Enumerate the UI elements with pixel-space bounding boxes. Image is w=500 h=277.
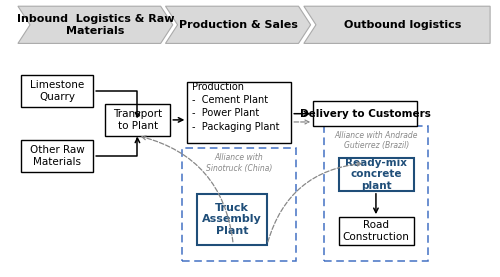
Bar — [338, 217, 413, 245]
Polygon shape — [18, 6, 172, 43]
Text: Production & Sales: Production & Sales — [178, 20, 298, 30]
Text: Alliance with
Sinotruck (China): Alliance with Sinotruck (China) — [206, 153, 272, 173]
Bar — [313, 101, 417, 126]
Text: Production
-  Cement Plant
-  Power Plant
-  Packaging Plant: Production - Cement Plant - Power Plant … — [192, 82, 280, 132]
Bar — [324, 126, 428, 261]
Text: Inbound  Logistics & Raw
Materials: Inbound Logistics & Raw Materials — [16, 14, 174, 36]
Polygon shape — [304, 6, 490, 43]
Text: Transport
to Plant: Transport to Plant — [113, 109, 162, 131]
Text: Truck
Assembly
Plant: Truck Assembly Plant — [202, 202, 262, 236]
Bar — [22, 140, 93, 171]
Text: Limestone
Quarry: Limestone Quarry — [30, 80, 84, 102]
Bar — [182, 148, 296, 261]
Bar — [188, 82, 292, 143]
Bar — [197, 194, 267, 245]
Bar — [105, 104, 170, 136]
Bar — [338, 158, 413, 191]
Text: Ready-mix
concrete
plant: Ready-mix concrete plant — [345, 158, 407, 191]
Bar — [22, 75, 93, 107]
Text: Delivery to Customers: Delivery to Customers — [300, 109, 430, 119]
Text: Other Raw
Materials: Other Raw Materials — [30, 145, 84, 166]
Text: Outbound logistics: Outbound logistics — [344, 20, 462, 30]
Text: Alliance with Andrade
Gutierrez (Brazil): Alliance with Andrade Gutierrez (Brazil) — [334, 131, 418, 150]
Text: Road
Construction: Road Construction — [342, 220, 409, 242]
Polygon shape — [166, 6, 310, 43]
